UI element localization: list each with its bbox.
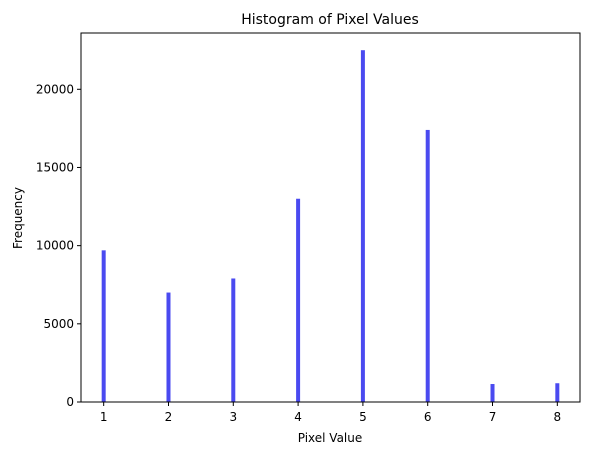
bar-8 — [555, 383, 560, 402]
y-tick-label: 15000 — [36, 160, 74, 174]
x-tick-label: 5 — [359, 410, 367, 424]
y-tick-label: 10000 — [36, 239, 74, 253]
bar-4 — [296, 198, 301, 402]
chart-title: Histogram of Pixel Values — [241, 12, 419, 28]
plot-frame — [80, 32, 581, 403]
x-tick-label: 2 — [165, 410, 173, 424]
y-axis-ticks: 0 5000 10000 15000 20000 — [36, 82, 81, 409]
x-axis-label: Pixel Value — [298, 431, 363, 445]
x-tick-label: 4 — [294, 410, 302, 424]
x-tick-label: 7 — [489, 410, 497, 424]
x-axis-ticks: 1 2 3 4 5 6 7 8 — [100, 402, 561, 424]
x-tick-label: 6 — [424, 410, 432, 424]
bar-6 — [425, 129, 430, 402]
bar-2 — [166, 292, 171, 402]
x-tick-label: 3 — [229, 410, 237, 424]
bar-3 — [231, 278, 236, 402]
y-axis-label: Frequency — [11, 187, 25, 249]
bar-7 — [490, 384, 495, 402]
bar-1 — [101, 250, 106, 402]
y-tick-label: 5000 — [43, 317, 74, 331]
y-tick-label: 20000 — [36, 82, 74, 96]
bar-5 — [360, 50, 365, 402]
x-tick-label: 1 — [100, 410, 108, 424]
y-tick-label: 0 — [66, 395, 74, 409]
bars-group — [101, 50, 560, 402]
x-tick-label: 8 — [553, 410, 561, 424]
